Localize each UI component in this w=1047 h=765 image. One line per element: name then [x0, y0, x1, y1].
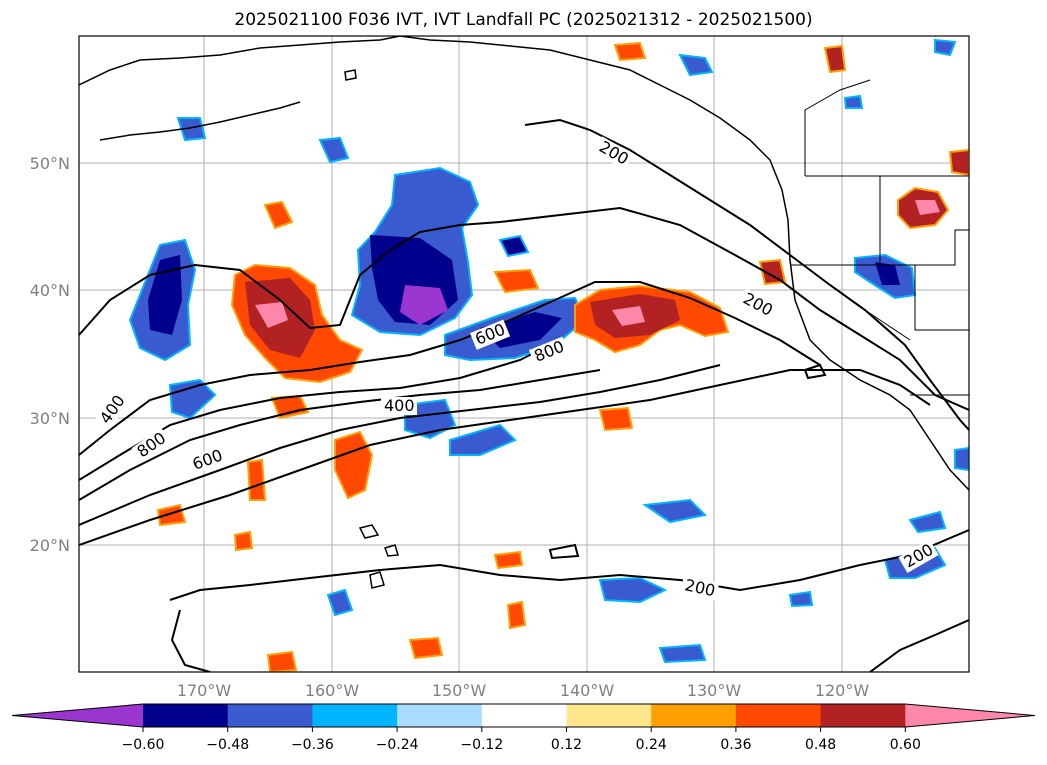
colorbar-segment — [820, 704, 906, 727]
colorbar-tick-label: −0.60 — [122, 737, 165, 753]
contour-400-north — [79, 281, 821, 456]
contour-label-bg — [528, 336, 570, 367]
aleutians — [99, 101, 301, 141]
latitude-labels: 50°N 40°N 30°N 20°N — [30, 154, 70, 555]
contour-label-bg — [680, 575, 720, 601]
colorbar-segment — [312, 704, 398, 727]
state-border-4 — [829, 284, 911, 341]
colorbar-tick-label: 0.36 — [720, 737, 751, 753]
contour-small-loop — [803, 363, 827, 380]
lon-label-130w: 130°W — [687, 681, 742, 700]
colorbar-segment — [481, 704, 567, 727]
colorbar-tick-label: −0.12 — [460, 737, 503, 753]
contour-200-south — [169, 529, 969, 601]
contour-label-bg — [187, 445, 228, 475]
lat-label-40n: 40°N — [30, 281, 70, 300]
contour-label-bg — [94, 389, 131, 430]
contour-800 — [79, 369, 601, 501]
coastlines — [79, 36, 969, 589]
lon-label-170w: 170°W — [177, 681, 232, 700]
contour-small-loop-2 — [548, 543, 580, 560]
alaska-canada-border — [804, 79, 871, 176]
colorbar-segment — [566, 704, 652, 727]
lat-label-50n: 50°N — [30, 154, 70, 173]
colorbar-segment — [143, 704, 229, 727]
map-frame — [78, 35, 970, 673]
lon-label-120w: 120°W — [815, 681, 870, 700]
contour-200-sw — [170, 609, 211, 672]
colorbar-tick-label: 0.12 — [551, 737, 582, 753]
lon-label-140w: 140°W — [560, 681, 615, 700]
contour-600-south — [79, 364, 721, 526]
contour-label-bg — [469, 319, 511, 350]
colorbar-tick-label: 0.48 — [805, 737, 836, 753]
lat-label-20n: 20°N — [30, 536, 70, 555]
colorbar-segment — [651, 704, 737, 727]
contour-label-bg — [381, 397, 417, 415]
lon-label-150w: 150°W — [432, 681, 487, 700]
colorbar-segment — [735, 704, 822, 727]
colorbar: −0.60 −0.48 −0.36 −0.24 −0.12 0.12 0.24 0.36 0.4… — [11, 703, 1036, 753]
alaska-coast — [79, 36, 401, 86]
contour-label-bg — [131, 427, 172, 463]
state-border-2 — [880, 229, 969, 266]
contour-200-mid — [79, 206, 969, 411]
colorbar-segment — [227, 704, 313, 727]
island-small — [344, 69, 357, 81]
lon-label-160w: 160°W — [305, 681, 360, 700]
map-title: 2025021100 F036 IVT, IVT Landfall PC (20… — [234, 10, 813, 30]
borders — [790, 79, 969, 396]
ivt-contours — [79, 118, 969, 672]
colorbar-tick-label: −0.36 — [291, 737, 334, 753]
contour-label-bg — [593, 136, 634, 170]
contour-400-south — [79, 369, 931, 546]
state-border-3 — [914, 265, 969, 331]
contour-200-se — [869, 619, 969, 672]
na-west-coast — [399, 36, 969, 491]
contour-200-north — [524, 118, 969, 431]
contour-label-bg — [737, 288, 778, 322]
contour-label-bg — [898, 539, 939, 573]
colorbar-tick-label: 0.60 — [890, 737, 921, 753]
longitude-labels: 170°W 160°W 150°W 140°W 130°W 120°W — [177, 681, 870, 700]
colorbar-tick-label: −0.24 — [376, 737, 419, 753]
hawaii — [358, 524, 399, 589]
colorbar-tick-label: −0.48 — [206, 737, 249, 753]
positive-anomaly-regions — [156, 41, 969, 672]
colorbar-extend-max — [905, 704, 1035, 727]
lat-label-30n: 30°N — [30, 409, 70, 428]
contour-label-400-a: 400 — [384, 396, 415, 415]
colorbar-segment — [397, 704, 483, 727]
colorbar-tick-label: 0.24 — [636, 737, 667, 753]
colorbar-extend-min — [12, 704, 143, 727]
